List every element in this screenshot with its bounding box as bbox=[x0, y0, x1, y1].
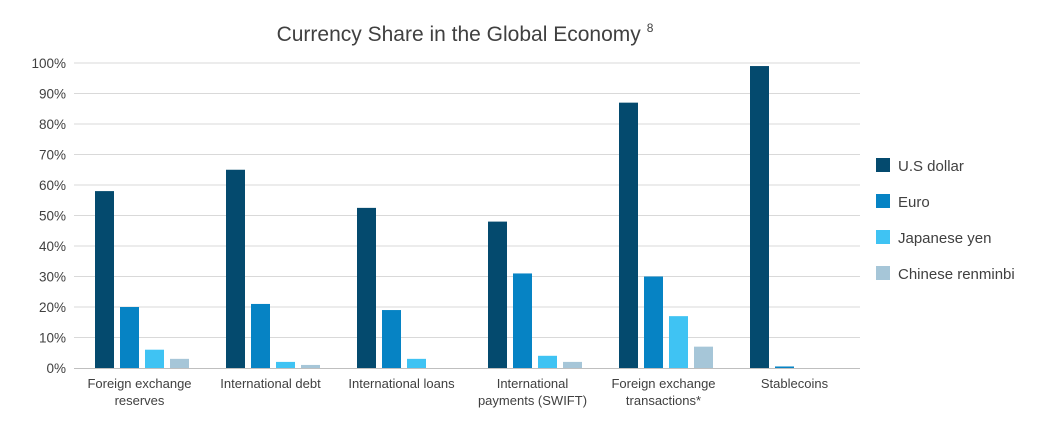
bar-u-s-dollar-5 bbox=[619, 102, 638, 369]
bar-chinese-renminbi-1 bbox=[170, 358, 189, 368]
bar-euro-3 bbox=[382, 310, 401, 368]
legend-swatch-japanese-yen bbox=[876, 230, 890, 244]
y-tick-label-40: 40% bbox=[39, 239, 66, 254]
category-label-5: Foreign exchange transactions* bbox=[611, 376, 715, 408]
bar-euro-1 bbox=[120, 307, 139, 368]
category-label-3: International loans bbox=[348, 376, 455, 391]
bar-u-s-dollar-3 bbox=[357, 207, 376, 368]
legend-swatch-u-s-dollar bbox=[876, 158, 890, 172]
bar-chinese-renminbi-2 bbox=[301, 364, 320, 368]
y-tick-label-30: 30% bbox=[39, 270, 66, 285]
bar-u-s-dollar-6 bbox=[750, 66, 769, 369]
legend-label-u-s-dollar: U.S dollar bbox=[898, 158, 964, 175]
y-tick-label-0: 0% bbox=[46, 361, 66, 376]
bar-japanese-yen-5 bbox=[669, 316, 688, 368]
legend-label-euro: Euro bbox=[898, 194, 930, 211]
y-axis-ticks: 0% 10% 20% 30% 40% 50% 60% 70% 80% 90% 100% bbox=[31, 56, 66, 376]
bar-chinese-renminbi-4 bbox=[563, 361, 582, 368]
legend-swatch-chinese-renminbi bbox=[876, 266, 890, 280]
y-tick-label-50: 50% bbox=[39, 209, 66, 224]
y-tick-label-60: 60% bbox=[39, 178, 66, 193]
category-label-4: International payments (SWIFT) bbox=[478, 376, 587, 408]
category-label-1: Foreign exchange reserves bbox=[87, 376, 191, 408]
bar-euro-6 bbox=[775, 366, 794, 368]
y-tick-label-70: 70% bbox=[39, 148, 66, 163]
y-tick-label-10: 10% bbox=[39, 331, 66, 346]
y-tick-label-90: 90% bbox=[39, 87, 66, 102]
bar-euro-2 bbox=[251, 303, 270, 368]
bar-japanese-yen-1 bbox=[145, 349, 164, 368]
legend: U.S dollar Euro Japanese yen Chinese renmin… bbox=[876, 158, 1015, 283]
bar-u-s-dollar-1 bbox=[95, 191, 114, 368]
category-label-2: International debt bbox=[220, 376, 321, 391]
bar-japanese-yen-4 bbox=[538, 355, 557, 368]
bar-euro-4 bbox=[513, 273, 532, 368]
chart-title-text: Currency Share in the Global Economy bbox=[277, 23, 642, 46]
bar-u-s-dollar-4 bbox=[488, 221, 507, 368]
bars bbox=[95, 66, 794, 369]
legend-label-japanese-yen: Japanese yen bbox=[898, 230, 991, 247]
bar-chinese-renminbi-5 bbox=[694, 346, 713, 368]
bar-u-s-dollar-2 bbox=[226, 169, 245, 368]
chart-title: Currency Share in the Global Economy 8 bbox=[277, 21, 654, 46]
legend-label-chinese-renminbi: Chinese renminbi bbox=[898, 266, 1015, 283]
y-tick-label-80: 80% bbox=[39, 117, 66, 132]
chart-title-superscript: 8 bbox=[647, 21, 654, 35]
category-labels: Foreign exchange reserves International de… bbox=[87, 376, 828, 408]
y-tick-label-100: 100% bbox=[31, 56, 66, 71]
bar-japanese-yen-2 bbox=[276, 361, 295, 368]
category-label-6: Stablecoins bbox=[761, 376, 829, 391]
bar-japanese-yen-3 bbox=[407, 358, 426, 368]
bar-euro-5 bbox=[644, 276, 663, 368]
y-tick-label-20: 20% bbox=[39, 300, 66, 315]
legend-swatch-euro bbox=[876, 194, 890, 208]
gridlines bbox=[74, 62, 860, 338]
